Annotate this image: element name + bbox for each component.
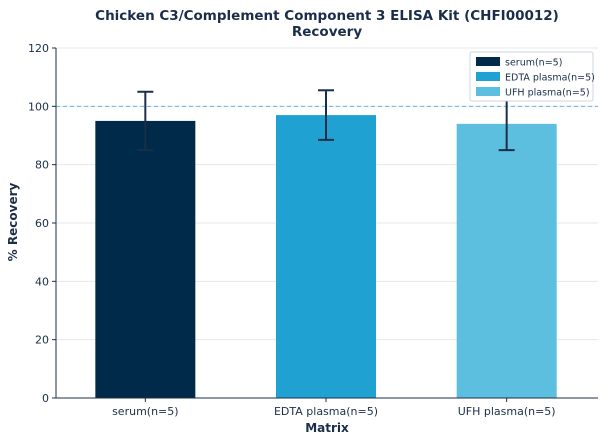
- legend-label: UFH plasma(n=5): [505, 88, 590, 99]
- bar: [95, 120, 196, 399]
- bars-group: [95, 115, 557, 399]
- legend-box: [469, 51, 594, 102]
- legend-label: serum(n=5): [505, 58, 562, 69]
- x-tick-label: serum(n=5): [112, 405, 178, 418]
- x-tick-labels: serum(n=5) EDTA plasma(n=5) UFH plasma(n=5…: [112, 398, 556, 418]
- y-tick-label: 40: [35, 275, 49, 288]
- legend: serum(n=5) EDTA plasma(n=5) UFH plasma(n=5…: [469, 51, 595, 102]
- y-tick-label: 60: [35, 217, 49, 230]
- y-tick-labels: 0 20 40 60 80 100 120: [28, 42, 56, 405]
- y-axis-label: % Recovery: [6, 183, 20, 262]
- y-tick-label: 20: [35, 334, 49, 347]
- chart-title: Chicken C3/Complement Component 3 ELISA …: [95, 8, 559, 24]
- legend-swatch: [476, 72, 500, 81]
- y-tick-label: 100: [28, 100, 49, 113]
- x-axis-label: Matrix: [305, 421, 349, 435]
- chart-subtitle: Recovery: [292, 24, 362, 40]
- x-tick-label: EDTA plasma(n=5): [274, 405, 378, 418]
- y-tick-label: 80: [35, 159, 49, 172]
- bar: [456, 123, 557, 398]
- bar: [276, 115, 376, 398]
- legend-label: EDTA plasma(n=5): [505, 73, 595, 84]
- y-tick-label: 0: [42, 392, 49, 405]
- x-tick-label: UFH plasma(n=5): [458, 405, 556, 418]
- legend-swatch: [476, 87, 500, 96]
- legend-swatch: [476, 57, 500, 66]
- y-tick-label: 120: [28, 42, 49, 55]
